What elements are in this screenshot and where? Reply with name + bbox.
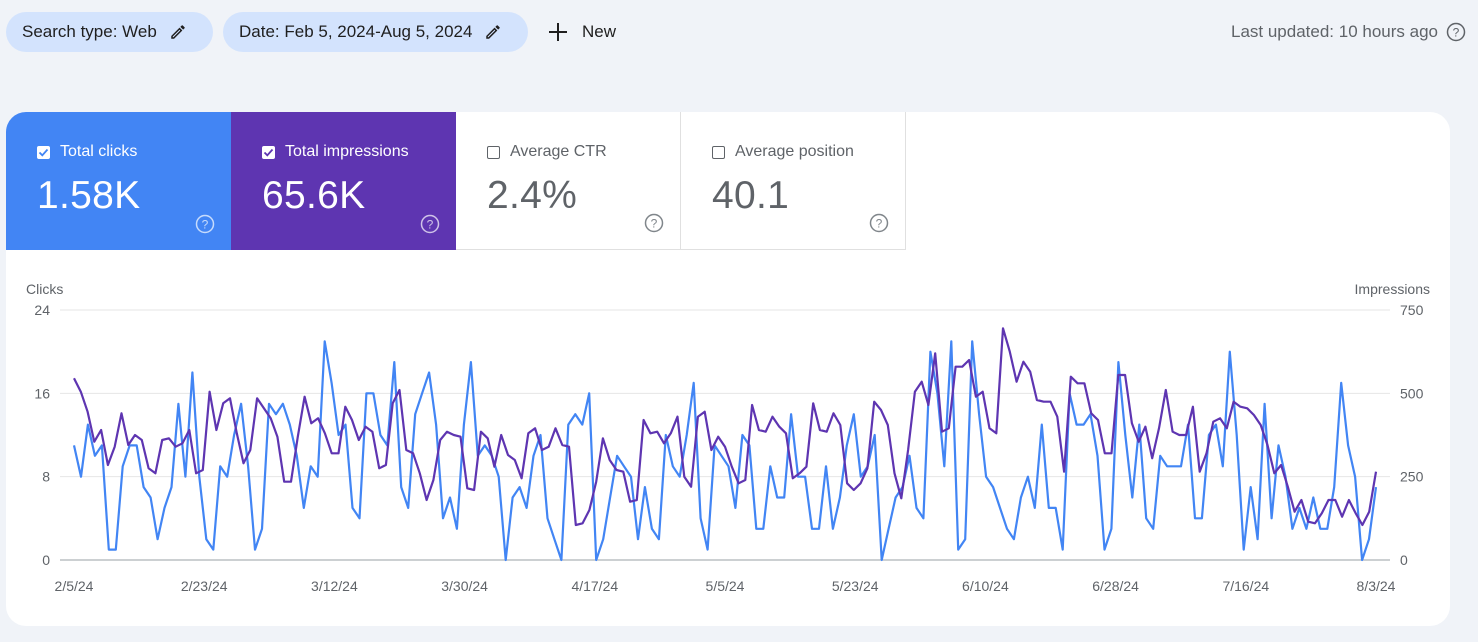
svg-text:?: ? xyxy=(651,217,658,231)
metric-label: Average CTR xyxy=(510,143,607,160)
edit-pencil-icon xyxy=(486,25,501,39)
y-right-axis-title: Impressions xyxy=(1355,281,1430,297)
x-tick-label: 2/23/24 xyxy=(181,578,228,594)
series-line-clicks xyxy=(72,340,1378,562)
metric-label: Total impressions xyxy=(285,143,409,160)
performance-card: Total clicks 1.58K ? Total impressions 6… xyxy=(6,112,1450,626)
metric-value: 40.1 xyxy=(712,174,790,217)
series-line-impressions xyxy=(73,327,1378,527)
date-range-filter-chip[interactable]: Date: Feb 5, 2024-Aug 5, 2024 xyxy=(223,12,528,52)
help-icon[interactable]: ? xyxy=(869,213,889,233)
new-filter-button[interactable]: New xyxy=(548,12,616,52)
last-updated-text: Last updated: 10 hours ago xyxy=(1231,22,1438,41)
checkbox-checked-icon[interactable] xyxy=(37,145,50,159)
edit-pencil-icon xyxy=(171,25,185,39)
metric-value: 1.58K xyxy=(37,174,141,217)
svg-text:?: ? xyxy=(1453,26,1460,40)
svg-text:?: ? xyxy=(876,217,883,231)
y-left-axis-title: Clicks xyxy=(26,281,63,297)
metric-value: 65.6K xyxy=(262,174,366,217)
date-range-filter-label: Date: Feb 5, 2024-Aug 5, 2024 xyxy=(239,22,473,41)
metric-label: Total clicks xyxy=(60,143,138,160)
y-right-tick-label: 500 xyxy=(1400,385,1424,401)
new-filter-label: New xyxy=(582,22,617,41)
checkbox-unchecked-icon[interactable] xyxy=(487,145,500,159)
help-icon[interactable]: ? xyxy=(1446,22,1466,42)
help-icon[interactable]: ? xyxy=(420,214,440,234)
x-tick-label: 6/10/24 xyxy=(962,578,1009,594)
svg-text:?: ? xyxy=(427,218,434,232)
x-tick-label: 5/5/24 xyxy=(706,578,745,594)
x-tick-label: 7/16/24 xyxy=(1222,578,1269,594)
x-tick-label: 6/28/24 xyxy=(1092,578,1139,594)
metric-total-clicks[interactable]: Total clicks 1.58K ? xyxy=(6,112,231,250)
x-tick-label: 4/17/24 xyxy=(571,578,618,594)
x-tick-label: 8/3/24 xyxy=(1357,578,1396,594)
help-icon[interactable]: ? xyxy=(644,213,664,233)
y-left-tick-label: 24 xyxy=(34,302,50,318)
last-updated: Last updated: 10 hours ago ? xyxy=(1231,12,1466,52)
svg-text:?: ? xyxy=(202,218,209,232)
y-right-tick-label: 750 xyxy=(1400,302,1424,318)
search-type-filter-chip[interactable]: Search type: Web xyxy=(6,12,213,52)
y-left-tick-label: 0 xyxy=(42,552,50,568)
help-icon[interactable]: ? xyxy=(195,214,215,234)
metric-average-position[interactable]: Average position 40.1 ? xyxy=(681,112,906,250)
metric-average-ctr[interactable]: Average CTR 2.4% ? xyxy=(456,112,681,250)
y-left-tick-label: 8 xyxy=(42,469,50,485)
checkbox-checked-icon[interactable] xyxy=(262,145,275,159)
checkbox-unchecked-icon[interactable] xyxy=(712,145,725,159)
x-tick-label: 2/5/24 xyxy=(55,578,94,594)
x-tick-label: 3/30/24 xyxy=(441,578,488,594)
x-tick-label: 5/23/24 xyxy=(832,578,879,594)
metric-label: Average position xyxy=(735,143,854,160)
x-tick-label: 3/12/24 xyxy=(311,578,358,594)
metric-total-impressions[interactable]: Total impressions 65.6K ? xyxy=(231,112,456,250)
search-type-filter-label: Search type: Web xyxy=(22,22,157,41)
metric-value: 2.4% xyxy=(487,174,578,217)
plus-icon xyxy=(549,23,567,41)
performance-chart[interactable]: 0 0 8 250 16 500 24 750 Clicks Impressions 2/5/24 2… xyxy=(6,272,1450,626)
y-right-tick-label: 0 xyxy=(1400,552,1408,568)
y-left-tick-label: 16 xyxy=(34,385,50,401)
y-right-tick-label: 250 xyxy=(1400,469,1424,485)
